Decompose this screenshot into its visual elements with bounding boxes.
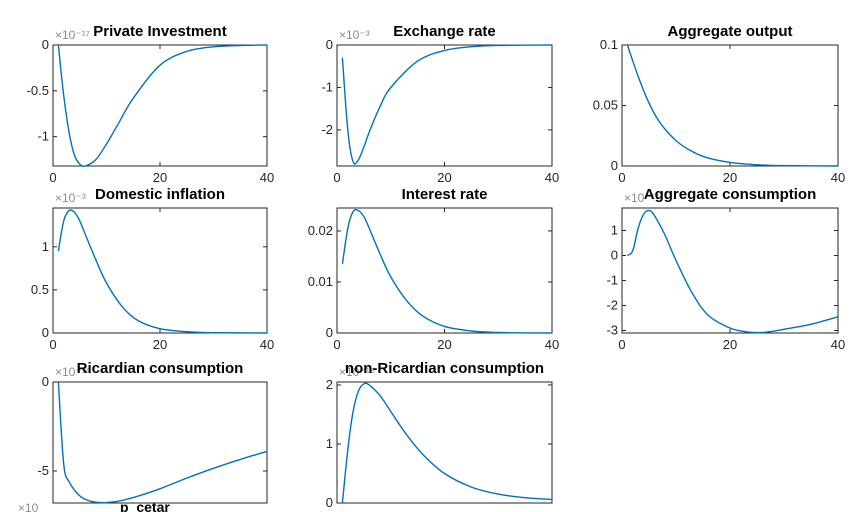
series-line-aggregate-output <box>626 44 839 167</box>
y-tick-label: 1 <box>326 436 333 451</box>
y-tick-label: -1 <box>606 273 618 288</box>
axes-frame <box>621 207 839 334</box>
y-tick-label: 0.02 <box>308 223 333 238</box>
y-tick-label: 0 <box>326 325 333 340</box>
y-tick-label: -1 <box>37 129 49 144</box>
subplot-interest-rate: 0 0.01 0.02 0 20 40 Interest rate <box>308 186 560 352</box>
y-tick-label: 0.1 <box>600 37 618 52</box>
subplot-title: Exchange rate <box>393 23 496 40</box>
x-tick-label: 20 <box>153 337 167 352</box>
y-tick-label: 0 <box>42 325 49 340</box>
axes-frame <box>336 44 553 167</box>
subplot-domestic-inflation: 0 0.5 1 0 20 40 ×10⁻³ Domestic inflation <box>31 186 274 352</box>
series-line-exchange-rate <box>341 44 553 165</box>
y-tick-label: 2 <box>326 377 333 392</box>
x-tick-label: 0 <box>49 337 56 352</box>
series-line-interest-rate <box>341 208 553 334</box>
exponent-label: ×10⁻¹⁶ <box>55 365 91 379</box>
series-line-domestic-inflation <box>57 209 268 334</box>
x-tick-label: 20 <box>723 337 737 352</box>
x-tick-label: 0 <box>333 170 340 185</box>
y-tick-label: 0 <box>326 37 333 52</box>
x-tick-label: 20 <box>437 337 451 352</box>
axes-frame <box>52 44 268 167</box>
y-tick-label: -1 <box>321 79 333 94</box>
x-tick-label: 0 <box>618 170 625 185</box>
subplot-grid: -1-0.500 20 40×10⁻¹⁷ Private Investment-2-1… <box>27 23 846 510</box>
y-tick-label: 0.5 <box>31 282 49 297</box>
axes-frame <box>336 207 553 334</box>
series-line-ricardian-consumption <box>57 381 268 504</box>
y-tick-label: -3 <box>606 323 618 338</box>
x-tick-label: 40 <box>260 337 274 352</box>
subplot-title: Interest rate <box>402 186 488 203</box>
series-line-aggregate-consumption <box>626 209 839 334</box>
axes-frame <box>336 381 553 504</box>
x-tick-label: 20 <box>437 170 451 185</box>
subplot-private-investment: -1 -0.5 0 0 20 40 ×10⁻¹⁷ Private Investment <box>27 23 275 185</box>
y-tick-label: 0.01 <box>308 274 333 289</box>
subplot-exchange-rate: -2 -1 0 0 20 40 ×10⁻³ Exchange rate <box>321 23 559 185</box>
y-tick-label: 0.05 <box>593 98 618 113</box>
subplot-aggregate-output: 0 0.05 0.1 0 20 40 Aggregate output <box>593 23 846 185</box>
subplot-title: non-Ricardian consumption <box>345 360 544 377</box>
x-tick-label: 0 <box>333 337 340 352</box>
y-tick-label: -5 <box>37 463 49 478</box>
y-tick-label: -0.5 <box>27 83 49 98</box>
y-tick-label: -2 <box>606 298 618 313</box>
y-tick-label: 1 <box>42 239 49 254</box>
exponent-label: ×10⁻¹⁷ <box>55 28 90 42</box>
x-tick-label: 40 <box>260 170 274 185</box>
x-tick-label: 20 <box>153 170 167 185</box>
x-tick-label: 40 <box>831 170 845 185</box>
axes-frame <box>621 44 839 167</box>
y-tick-label: 0 <box>611 248 618 263</box>
exponent-label: ×10⁻³ <box>339 28 370 42</box>
x-tick-label: 40 <box>831 337 845 352</box>
subplot-title: Aggregate output <box>668 23 793 40</box>
y-tick-label: -2 <box>321 122 333 137</box>
y-tick-label: 0 <box>326 495 333 510</box>
exponent-label: ×10⁻¹⁶ <box>339 365 375 379</box>
exponent-label: ×10⁻³ <box>55 191 86 205</box>
x-tick-label: 0 <box>49 170 56 185</box>
exponent-label: ×10⁻¹⁷ <box>624 191 659 205</box>
subplot-title: Private Investment <box>93 23 226 40</box>
x-tick-label: 20 <box>723 170 737 185</box>
clipped-panel-title: p_cetar <box>120 499 170 512</box>
series-line-non-ricardian-consumption <box>341 382 553 504</box>
y-tick-label: 1 <box>611 223 618 238</box>
y-tick-label: 0 <box>611 158 618 173</box>
clipped-exponent-label: ×10 <box>18 501 39 512</box>
series-line-private-investment <box>57 44 268 168</box>
y-tick-label: 0 <box>42 374 49 389</box>
axes-frame <box>52 381 268 504</box>
x-tick-label: 40 <box>545 170 559 185</box>
axes-frame <box>52 207 268 334</box>
x-tick-label: 40 <box>545 337 559 352</box>
x-tick-label: 0 <box>618 337 625 352</box>
subplot-title: Ricardian consumption <box>77 360 244 377</box>
subplot-title: Aggregate consumption <box>644 186 817 203</box>
y-tick-label: 0 <box>42 37 49 52</box>
subplot-title: Domestic inflation <box>95 186 225 203</box>
